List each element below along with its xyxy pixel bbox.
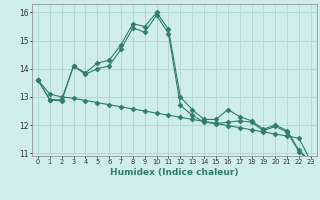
X-axis label: Humidex (Indice chaleur): Humidex (Indice chaleur) xyxy=(110,168,239,177)
